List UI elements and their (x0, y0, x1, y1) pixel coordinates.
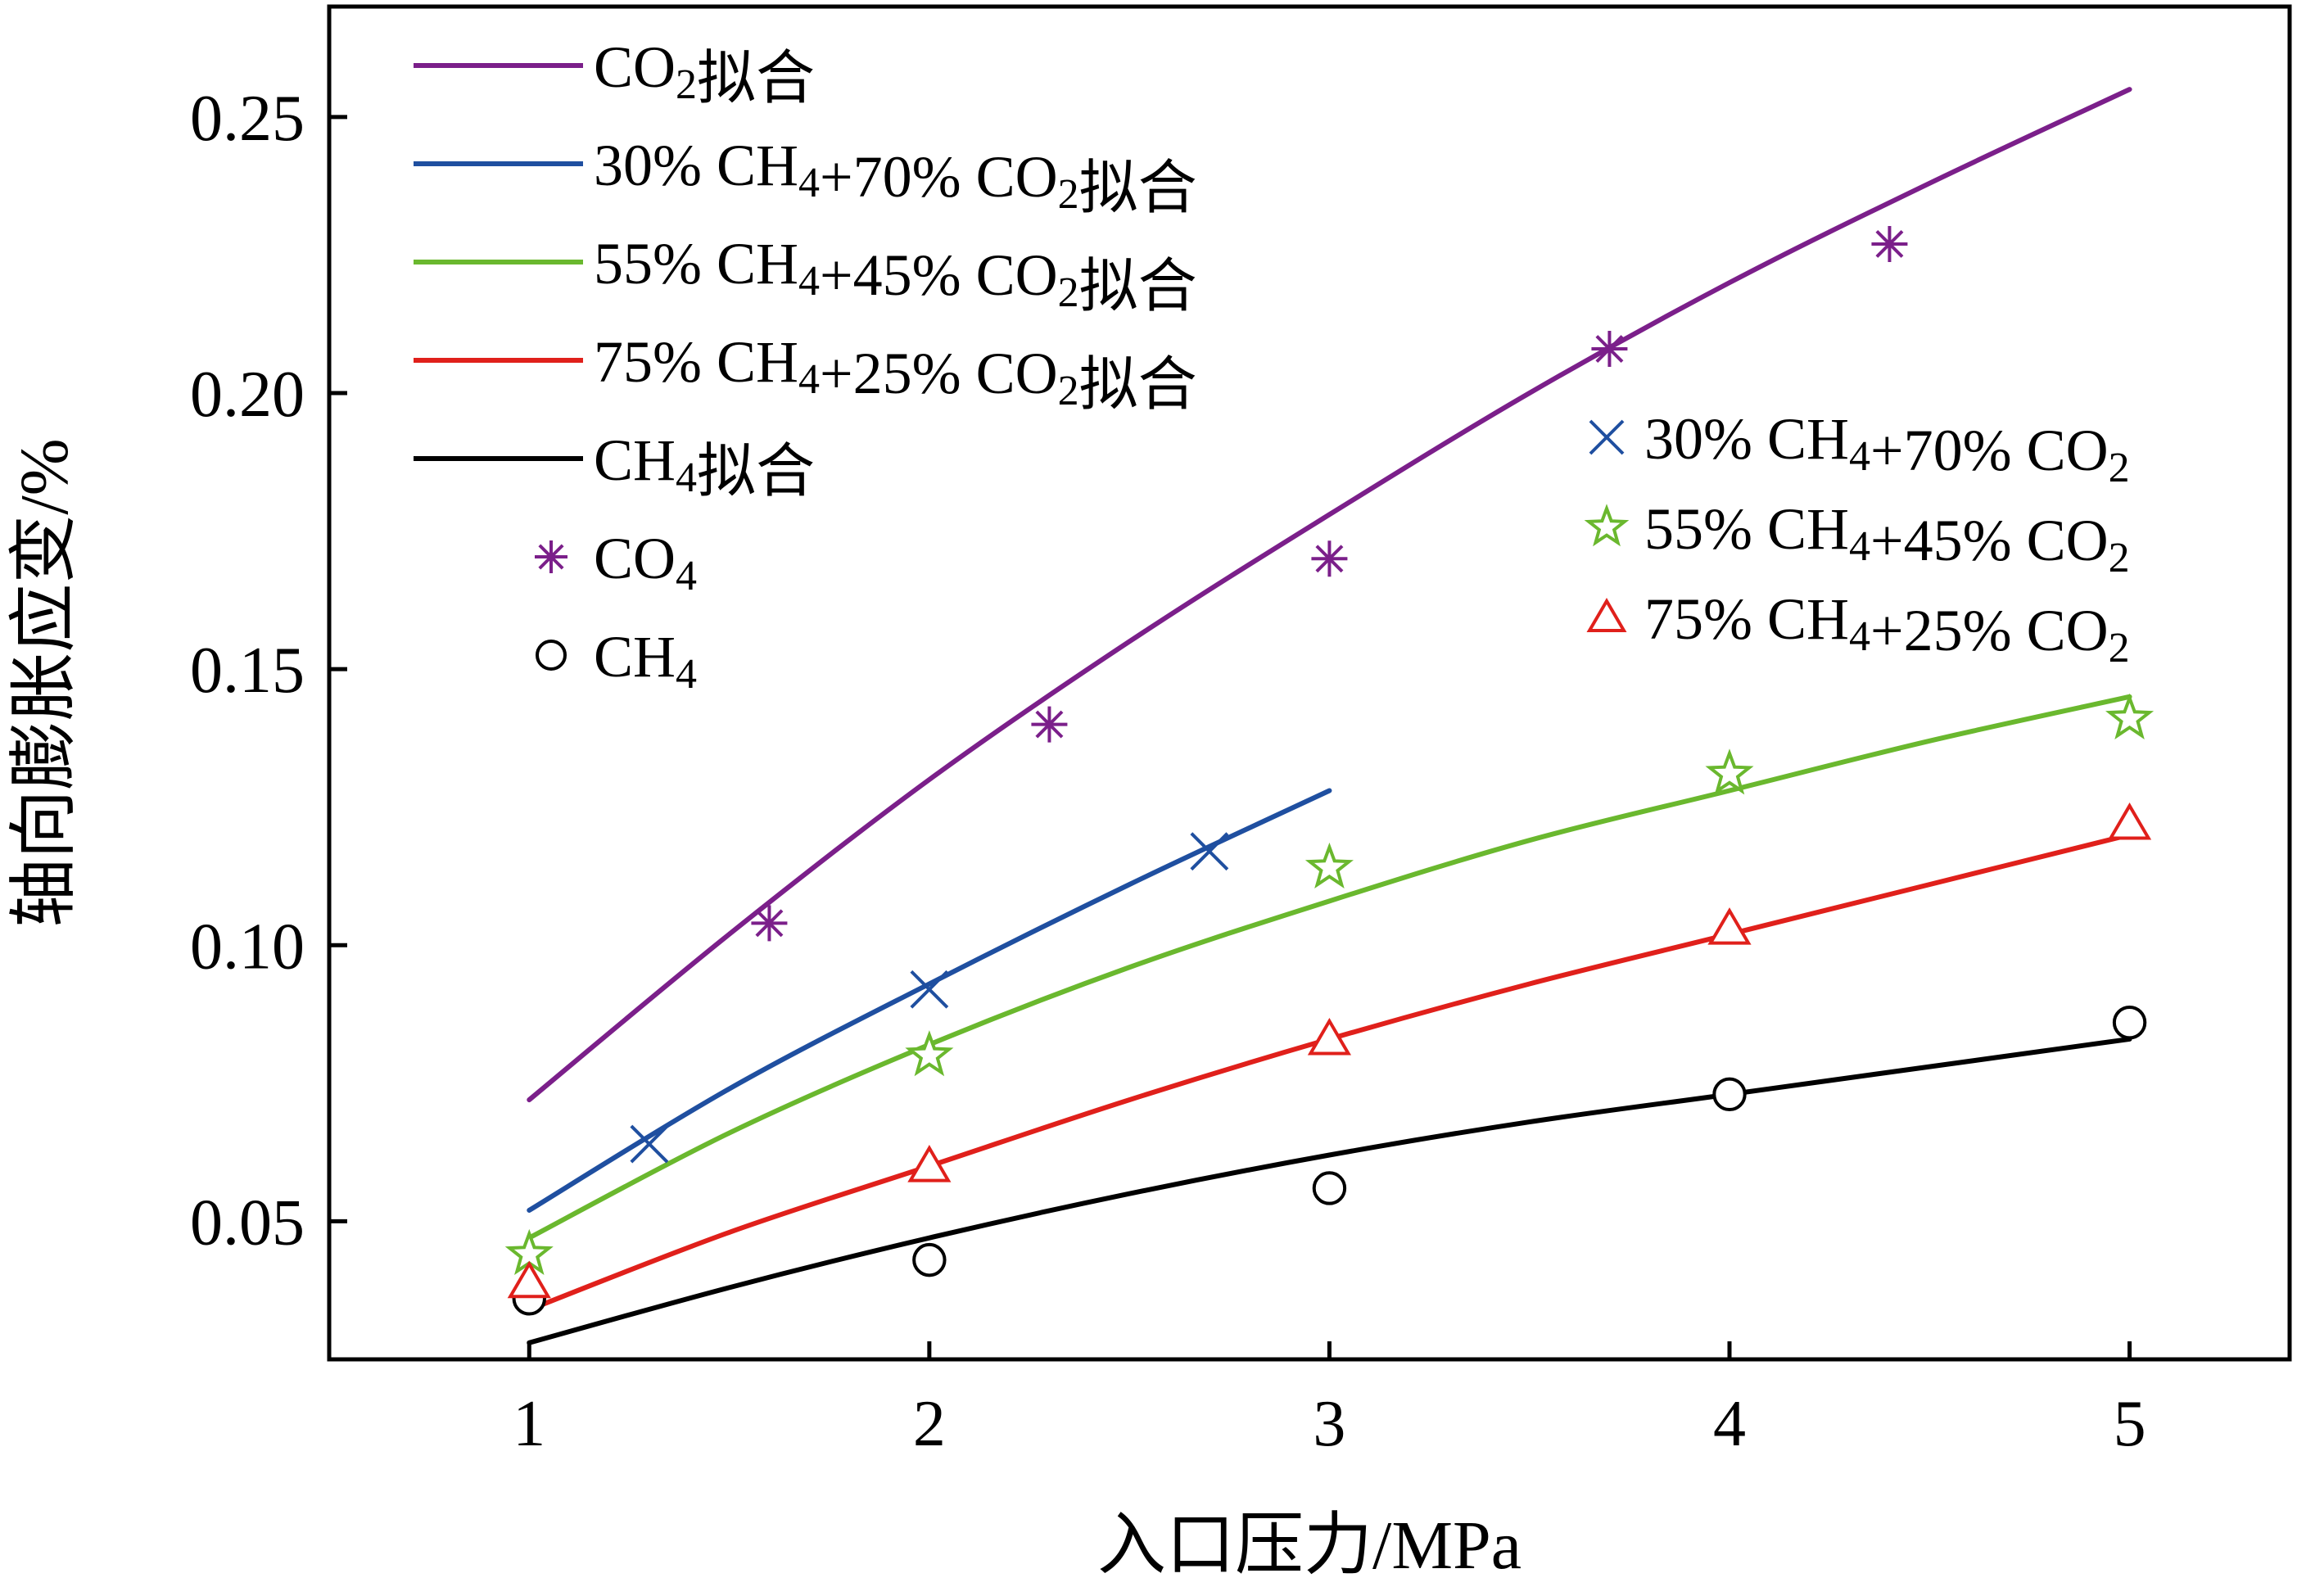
marker-star-point (905, 1030, 954, 1077)
legend-label-fit-3: 75% CH4+25% CO2拟合 (594, 329, 1197, 418)
marker-star-point (1304, 842, 1354, 889)
fit-line-2 (527, 694, 2132, 1241)
y-tick-label: 0.05 (190, 1187, 305, 1259)
marker-triangle-point (2107, 802, 2152, 840)
fit-line-1 (527, 788, 1332, 1213)
legend-marker-triangle (1586, 598, 1627, 632)
legend-label-fit-2: 55% CH4+45% CO2拟合 (594, 231, 1197, 319)
marker-triangle-point (1307, 1017, 1352, 1056)
legend-marker-circle (536, 640, 567, 671)
legend-marker-asterisk (535, 540, 567, 573)
marker-circle-point (2112, 1005, 2147, 1040)
legend-label-fit-0: CO2拟合 (594, 34, 815, 111)
marker-asterisk-point (1031, 706, 1068, 743)
marker-circle-point (1712, 1077, 1747, 1112)
marker-circle-point (912, 1242, 947, 1277)
x-tick-label: 1 (513, 1388, 545, 1460)
plot-frame (327, 4, 2292, 1362)
fit-line-0 (527, 87, 2132, 1103)
y-tick-label: 0.20 (190, 359, 305, 431)
legend-label-fit-1: 30% CH4+70% CO2拟合 (594, 133, 1197, 221)
x-tick-label: 4 (1713, 1388, 1746, 1460)
marker-x-point (1190, 832, 1229, 871)
marker-asterisk-point (1871, 225, 1908, 262)
marker-asterisk-point (1591, 331, 1628, 368)
marker-circle-point (1312, 1171, 1347, 1205)
x-tick-label: 2 (913, 1388, 946, 1460)
marker-asterisk-point (751, 905, 788, 942)
marker-triangle-point (507, 1260, 551, 1299)
x-tick-label: 3 (1313, 1388, 1345, 1460)
y-tick-label: 0.15 (190, 635, 305, 707)
marker-star-point (1705, 748, 1754, 795)
legend-label-marker-4: 75% CH4+25% CO2 (1644, 586, 2130, 671)
marker-asterisk-point (1311, 540, 1348, 577)
legend-marker-star (1584, 504, 1630, 547)
y-tick-label: 0.10 (190, 911, 305, 983)
fit-line-4 (527, 1036, 2132, 1345)
legend-label-marker-3: 55% CH4+45% CO2 (1644, 496, 2130, 581)
marker-triangle-point (1707, 907, 1752, 945)
marker-star-point (2105, 693, 2155, 739)
marker-triangle-point (907, 1145, 952, 1182)
marker-x-point (910, 970, 949, 1009)
legend-label-marker-2: 30% CH4+70% CO2 (1644, 406, 2130, 491)
marker-x-point (630, 1124, 669, 1164)
legend-label-fit-4: CH4拟合 (594, 427, 815, 504)
x-axis-title: 入口压力/MPa (1097, 1508, 1522, 1584)
y-axis-title: 轴向膨胀应变/% (7, 438, 83, 927)
data-markers (504, 225, 2155, 1316)
x-tick-label: 5 (2114, 1388, 2146, 1460)
legend-label-marker-0: CO4 (594, 526, 697, 599)
y-tick-label: 0.25 (190, 83, 305, 155)
legend-top-left: CO2拟合 30% CH4+70% CO2拟合 55% CH4+45% CO2拟合 7… (414, 34, 1197, 698)
axis-ticks: 1 2 3 4 5 0.05 0.10 0.15 0.20 0.25 (190, 83, 2146, 1460)
legend-marker-x (1589, 419, 1625, 455)
legend-label-marker-1: CH4 (594, 624, 697, 698)
